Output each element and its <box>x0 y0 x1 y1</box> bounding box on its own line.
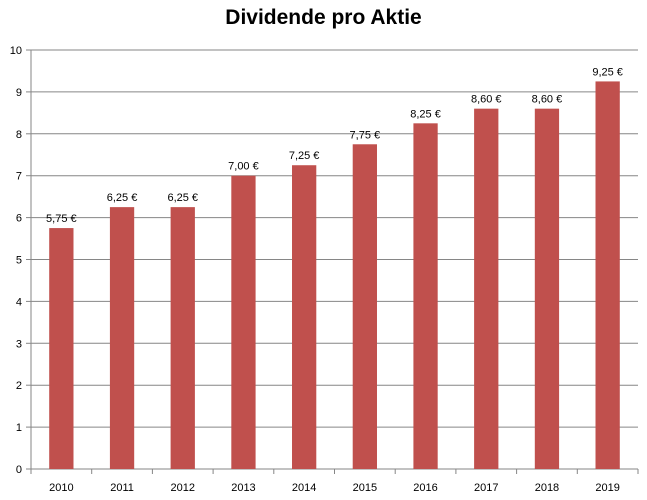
bar-2016 <box>413 123 438 469</box>
bar-2015 <box>352 144 377 469</box>
y-tick-label: 6 <box>16 213 22 225</box>
chart-title: Dividende pro Aktie <box>225 6 422 29</box>
bar-2011 <box>109 207 135 469</box>
y-tick-label: 10 <box>10 45 22 57</box>
bars <box>49 81 620 470</box>
bar-2014 <box>292 165 317 469</box>
labels: 0 1 2 3 4 5 6 7 8 9 10 5,75 € 2010 6,25 € 2011 6,25 € 20… <box>10 45 623 494</box>
bar-2010 <box>49 228 74 469</box>
x-tick-label-2011: 2011 <box>110 482 134 494</box>
data-label-2017: 8,60 € <box>471 94 502 106</box>
data-label-2011: 6,25 € <box>107 192 138 204</box>
y-tick-label: 4 <box>16 296 22 308</box>
x-tick-label-2019: 2019 <box>595 482 619 494</box>
data-label-2018: 8,60 € <box>532 94 563 106</box>
data-label-2010: 5,75 € <box>46 213 77 225</box>
x-tick-label-2013: 2013 <box>231 482 255 494</box>
bar-2017 <box>474 108 499 469</box>
y-tick-label: 3 <box>16 338 22 350</box>
x-tick-label-2010: 2010 <box>49 482 73 494</box>
x-tick-label-2015: 2015 <box>353 482 377 494</box>
x-tick-label-2016: 2016 <box>413 482 437 494</box>
x-tick-label-2014: 2014 <box>292 482 316 494</box>
data-label-2013: 7,00 € <box>228 161 259 173</box>
bar-2019 <box>595 81 620 470</box>
bar-2013 <box>231 175 256 469</box>
x-tick-label-2017: 2017 <box>474 482 498 494</box>
x-tick-label-2018: 2018 <box>535 482 559 494</box>
y-tick-label: 0 <box>16 464 22 476</box>
data-label-2019: 9,25 € <box>592 66 623 78</box>
y-tick-label: 7 <box>16 171 22 183</box>
data-label-2015: 7,75 € <box>350 129 381 141</box>
data-label-2014: 7,25 € <box>289 150 320 162</box>
bar-2018 <box>534 108 560 469</box>
y-tick-label: 9 <box>16 87 22 99</box>
y-tick-label: 8 <box>16 129 22 141</box>
bar-2012 <box>170 207 195 469</box>
y-tick-label: 5 <box>16 255 22 267</box>
y-tick-label: 1 <box>16 422 22 434</box>
data-label-2012: 6,25 € <box>167 192 198 204</box>
y-tick-label: 2 <box>16 380 22 392</box>
x-tick-label-2012: 2012 <box>171 482 195 494</box>
data-label-2016: 8,25 € <box>410 108 441 120</box>
